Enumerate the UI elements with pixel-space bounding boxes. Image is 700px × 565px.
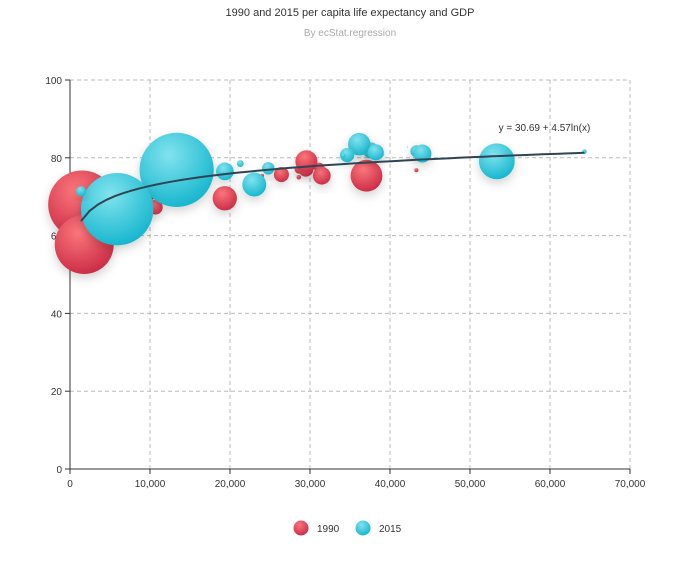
y-tick-label: 40 xyxy=(51,309,63,320)
bubble-1990-united-states[interactable] xyxy=(350,159,383,192)
bubble-1990-japan[interactable] xyxy=(295,150,318,173)
grid xyxy=(70,79,631,469)
bubble-2015-poland[interactable] xyxy=(262,162,275,175)
x-tick-label: 10,000 xyxy=(135,479,166,490)
bubble-1990-russia[interactable] xyxy=(212,186,237,211)
bubble-2015-russia[interactable] xyxy=(242,172,267,197)
bubbles xyxy=(48,132,587,275)
chart-subtitle: By ecStat.regression xyxy=(304,28,396,39)
legend-label: 2015 xyxy=(379,524,402,535)
bubble-2015-germany[interactable] xyxy=(413,144,432,163)
bubble-2015-turkey[interactable] xyxy=(216,162,234,181)
legend-marker xyxy=(293,520,309,536)
y-tick-label: 80 xyxy=(51,154,63,165)
x-tick-label: 0 xyxy=(67,479,73,490)
bubble-1990-germany[interactable] xyxy=(312,166,331,185)
series-2015 xyxy=(76,132,587,246)
bubble-2015-iceland[interactable] xyxy=(406,146,409,148)
bubble-1990-norway[interactable] xyxy=(414,168,419,173)
x-tick-label: 70,000 xyxy=(615,479,646,490)
legend-item-2015[interactable]: 2015 xyxy=(355,520,402,536)
y-tick-label: 100 xyxy=(45,76,62,87)
x-tick-label: 50,000 xyxy=(455,479,486,490)
y-tick-label: 20 xyxy=(51,387,63,398)
bubble-1990-finland[interactable] xyxy=(296,175,302,180)
bubble-2015-china[interactable] xyxy=(139,132,214,207)
bubble-2015-united-states[interactable] xyxy=(478,143,515,180)
bubble-2015-india[interactable] xyxy=(81,172,154,246)
bubble-2015-south-korea[interactable] xyxy=(340,147,355,163)
bubble-2015-cuba[interactable] xyxy=(236,160,244,168)
legend-marker xyxy=(355,520,371,536)
legend-label: 1990 xyxy=(317,524,340,535)
regression-line xyxy=(80,151,585,222)
bubble-1990-united-kingdom[interactable] xyxy=(273,166,289,183)
x-tick-label: 30,000 xyxy=(295,479,326,490)
regression-expression: y = 30.69 + 4.57ln(x) xyxy=(499,123,591,134)
x-tick-label: 20,000 xyxy=(215,479,246,490)
bubble-2015-japan[interactable] xyxy=(348,132,371,156)
x-tick-label: 40,000 xyxy=(375,479,406,490)
y-tick-label: 0 xyxy=(56,465,62,476)
bubble-2015-north-korea[interactable] xyxy=(76,186,87,197)
chart-title: 1990 and 2015 per capita life expectancy… xyxy=(226,7,475,19)
bubble-2015-united-kingdom[interactable] xyxy=(367,144,384,161)
bubble-2015-new-zealand[interactable] xyxy=(341,153,346,158)
x-tick-label: 60,000 xyxy=(535,479,566,490)
regression: y = 30.69 + 4.57ln(x) xyxy=(80,123,591,222)
legend[interactable]: 1990 2015 xyxy=(293,520,402,536)
legend-item-1990[interactable]: 1990 xyxy=(293,520,340,536)
axes: 0 10,000 20,000 30,000 40,000 50,000 60,000 70,… xyxy=(45,76,645,490)
